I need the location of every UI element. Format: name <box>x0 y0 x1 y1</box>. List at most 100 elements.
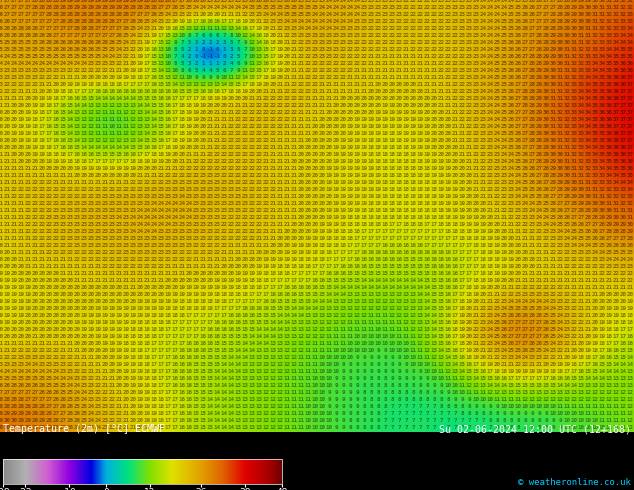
Text: 13: 13 <box>619 376 626 381</box>
Text: 21: 21 <box>0 102 4 107</box>
Text: 24: 24 <box>136 229 143 234</box>
Text: 35: 35 <box>612 166 619 171</box>
Text: 22: 22 <box>193 166 200 171</box>
Text: 21: 21 <box>164 166 172 171</box>
Text: 22: 22 <box>249 102 256 107</box>
Text: 24: 24 <box>164 215 172 220</box>
Text: 19: 19 <box>143 411 150 416</box>
Text: 26: 26 <box>507 47 515 51</box>
Text: 12: 12 <box>325 319 332 325</box>
Text: 25: 25 <box>529 347 536 353</box>
Text: 16: 16 <box>235 313 242 318</box>
Text: 18: 18 <box>179 313 186 318</box>
Text: 16: 16 <box>242 25 249 30</box>
Text: 19: 19 <box>32 102 39 107</box>
Text: 15: 15 <box>60 110 67 115</box>
Text: 27: 27 <box>578 215 585 220</box>
Text: 25: 25 <box>256 4 262 9</box>
Text: 27: 27 <box>515 341 522 345</box>
Text: 23: 23 <box>486 151 493 157</box>
Text: 26: 26 <box>67 40 74 45</box>
Text: 11: 11 <box>368 313 375 318</box>
Text: 20: 20 <box>11 110 18 115</box>
Text: 11: 11 <box>361 327 368 332</box>
Text: 27: 27 <box>529 151 536 157</box>
Text: 26: 26 <box>592 229 598 234</box>
Text: 13: 13 <box>262 355 269 360</box>
Text: 20: 20 <box>207 11 214 17</box>
Text: 18: 18 <box>375 159 382 164</box>
Text: 27: 27 <box>522 123 529 128</box>
Text: 19: 19 <box>318 229 325 234</box>
Text: 22: 22 <box>249 145 256 149</box>
Text: 21: 21 <box>382 47 389 51</box>
Text: 18: 18 <box>389 145 396 149</box>
Text: 21: 21 <box>382 74 389 79</box>
Text: 34: 34 <box>578 110 585 115</box>
Text: 21: 21 <box>283 179 290 185</box>
Text: 19: 19 <box>493 236 500 241</box>
Text: 18: 18 <box>479 236 486 241</box>
Text: 22: 22 <box>522 221 529 226</box>
Text: 27: 27 <box>136 11 143 17</box>
Text: 22: 22 <box>311 81 318 87</box>
Text: 12: 12 <box>87 110 94 115</box>
Text: 18: 18 <box>136 319 143 325</box>
Text: 31: 31 <box>605 4 612 9</box>
Text: 11: 11 <box>612 425 619 430</box>
Text: 24: 24 <box>500 145 507 149</box>
Text: 29: 29 <box>18 425 25 430</box>
Text: 17: 17 <box>451 313 458 318</box>
Text: 23: 23 <box>375 4 382 9</box>
Text: 20: 20 <box>290 159 297 164</box>
Text: 27: 27 <box>515 96 522 100</box>
Text: 28: 28 <box>585 208 592 213</box>
Text: 22: 22 <box>444 53 451 58</box>
Text: 22: 22 <box>157 179 164 185</box>
Text: 19: 19 <box>150 298 157 304</box>
Text: 21: 21 <box>472 313 479 318</box>
Text: 22: 22 <box>242 187 249 192</box>
Text: 20: 20 <box>214 102 221 107</box>
Text: 12: 12 <box>269 376 276 381</box>
Text: 23: 23 <box>200 172 207 177</box>
Text: 24: 24 <box>493 130 500 136</box>
Text: 32: 32 <box>578 53 585 58</box>
Text: 23: 23 <box>318 40 325 45</box>
Text: 24: 24 <box>557 229 564 234</box>
Text: 19: 19 <box>115 341 122 345</box>
Text: 19: 19 <box>150 417 157 423</box>
Text: 19: 19 <box>479 221 486 226</box>
Text: 21: 21 <box>25 341 32 345</box>
Text: 24: 24 <box>507 166 515 171</box>
Text: 21: 21 <box>200 151 207 157</box>
Text: 21: 21 <box>4 166 11 171</box>
Text: 20: 20 <box>46 89 53 94</box>
Text: 22: 22 <box>430 19 437 24</box>
Text: 16: 16 <box>262 61 269 66</box>
Text: 23: 23 <box>472 53 479 58</box>
Text: 25: 25 <box>619 249 626 255</box>
Text: 21: 21 <box>451 123 458 128</box>
Text: 16: 16 <box>290 285 297 290</box>
Text: 22: 22 <box>290 96 297 100</box>
Text: 21: 21 <box>444 81 451 87</box>
Text: 20: 20 <box>81 298 87 304</box>
Text: 37: 37 <box>619 123 626 128</box>
Text: 12: 12 <box>94 110 101 115</box>
Text: 19: 19 <box>458 319 465 325</box>
Text: 21: 21 <box>437 89 444 94</box>
Text: 21: 21 <box>522 236 529 241</box>
Text: 24: 24 <box>221 4 228 9</box>
Text: 23: 23 <box>136 236 143 241</box>
Text: 12: 12 <box>318 327 325 332</box>
Text: 15: 15 <box>375 270 382 275</box>
Text: 33: 33 <box>571 123 578 128</box>
Text: 23: 23 <box>458 61 465 66</box>
Text: 20: 20 <box>74 334 81 339</box>
Text: 37: 37 <box>619 89 626 94</box>
Text: 34: 34 <box>578 102 585 107</box>
Text: 9: 9 <box>341 383 345 388</box>
Text: 23: 23 <box>101 194 108 198</box>
Text: 27: 27 <box>557 200 564 206</box>
